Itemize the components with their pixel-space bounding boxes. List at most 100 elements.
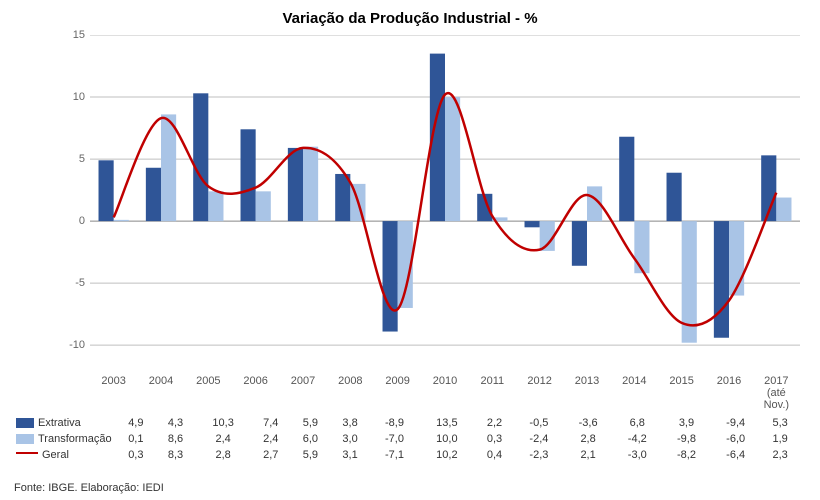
bar <box>161 114 176 221</box>
data-table: Extrativa4,94,310,37,45,93,8-8,913,52,2-… <box>10 415 800 463</box>
bar <box>288 148 303 221</box>
chart-area <box>90 35 800 370</box>
bar <box>445 97 460 221</box>
y-tick-label: 0 <box>79 215 85 227</box>
x-tick-label: 2007 <box>279 375 327 387</box>
bar <box>241 129 256 221</box>
table-row: Extrativa4,94,310,37,45,93,8-8,913,52,2-… <box>10 415 800 431</box>
x-tick-label: 2017 (até Nov.) <box>752 375 800 411</box>
x-tick-label: 2003 <box>90 375 138 387</box>
data-cell: 10,3 <box>195 415 251 431</box>
data-cell: -2,3 <box>514 447 563 463</box>
y-tick-label: 5 <box>79 153 85 165</box>
data-cell: -7,1 <box>370 447 419 463</box>
data-cell: -4,2 <box>613 431 662 447</box>
x-tick-label: 2013 <box>563 375 611 387</box>
data-cell: 5,9 <box>291 415 331 431</box>
data-cell: 0,3 <box>116 447 156 463</box>
data-cell: 7,4 <box>251 415 291 431</box>
data-cell: 13,5 <box>419 415 475 431</box>
x-axis-labels: 2003200420052006200720082009201020112012… <box>90 375 800 415</box>
legend-label: Transformação <box>38 433 112 445</box>
bar <box>193 93 208 221</box>
bar <box>714 221 729 338</box>
source-text: Fonte: IBGE. Elaboração: IEDI <box>14 482 164 494</box>
x-tick-label: 2015 <box>658 375 706 387</box>
data-cell: 4,3 <box>156 415 196 431</box>
bar <box>208 191 223 221</box>
bar <box>729 221 744 295</box>
data-cell: 2,8 <box>564 431 613 447</box>
y-tick-label: -5 <box>75 277 85 289</box>
table-row: Transformação0,18,62,42,46,03,0-7,010,00… <box>10 431 800 447</box>
x-tick-label: 2008 <box>326 375 374 387</box>
bar <box>634 221 649 273</box>
data-cell: 2,3 <box>760 447 800 463</box>
data-cell: -8,2 <box>662 447 711 463</box>
data-cell: 0,1 <box>116 431 156 447</box>
y-axis-labels: -10-5051015 <box>50 35 85 370</box>
y-tick-label: -10 <box>69 339 85 351</box>
data-cell: 3,0 <box>330 431 370 447</box>
data-cell: 2,4 <box>251 431 291 447</box>
data-cell: -6,0 <box>711 431 760 447</box>
bar <box>776 198 791 222</box>
x-tick-label: 2005 <box>184 375 232 387</box>
data-cell: -7,0 <box>370 431 419 447</box>
x-tick-label: 2016 <box>705 375 753 387</box>
legend-label: Extrativa <box>38 417 81 429</box>
data-cell: -9,4 <box>711 415 760 431</box>
legend-cell: Extrativa <box>10 415 116 431</box>
x-tick-label: 2006 <box>232 375 280 387</box>
data-cell: -8,9 <box>370 415 419 431</box>
data-cell: 10,0 <box>419 431 475 447</box>
data-cell: -2,4 <box>514 431 563 447</box>
x-tick-label: 2009 <box>374 375 422 387</box>
data-cell: 2,4 <box>195 431 251 447</box>
legend-swatch-line <box>16 452 38 454</box>
data-cell: -9,8 <box>662 431 711 447</box>
data-cell: 6,0 <box>291 431 331 447</box>
data-cell: 5,9 <box>291 447 331 463</box>
bar <box>572 221 587 266</box>
data-cell: 2,2 <box>475 415 515 431</box>
data-cell: 4,9 <box>116 415 156 431</box>
data-cell: -6,4 <box>711 447 760 463</box>
chart-svg <box>90 35 800 370</box>
data-cell: 2,1 <box>564 447 613 463</box>
data-cell: 2,8 <box>195 447 251 463</box>
x-tick-label: 2012 <box>516 375 564 387</box>
bar <box>303 147 318 221</box>
data-cell: 8,3 <box>156 447 196 463</box>
x-tick-label: 2004 <box>137 375 185 387</box>
x-tick-label: 2014 <box>610 375 658 387</box>
bar <box>99 160 114 221</box>
legend-cell: Transformação <box>10 431 116 447</box>
bar <box>619 137 634 221</box>
data-cell: 8,6 <box>156 431 196 447</box>
data-cell: 2,7 <box>251 447 291 463</box>
data-cell: -3,6 <box>564 415 613 431</box>
data-cell: -0,5 <box>514 415 563 431</box>
data-cell: -3,0 <box>613 447 662 463</box>
bar <box>256 191 271 221</box>
bar <box>114 220 129 221</box>
bar <box>383 221 398 331</box>
table-row: Geral0,38,32,82,75,93,1-7,110,20,4-2,32,… <box>10 447 800 463</box>
x-tick-label: 2010 <box>421 375 469 387</box>
data-cell: 5,3 <box>760 415 800 431</box>
bar <box>146 168 161 221</box>
data-cell: 10,2 <box>419 447 475 463</box>
bar <box>667 173 682 221</box>
legend-swatch-bar <box>16 418 34 428</box>
bar <box>525 221 540 227</box>
legend-cell: Geral <box>10 447 116 463</box>
data-cell: 0,3 <box>475 431 515 447</box>
x-tick-label: 2011 <box>468 375 516 387</box>
data-cell: 3,1 <box>330 447 370 463</box>
data-cell: 1,9 <box>760 431 800 447</box>
data-cell: 0,4 <box>475 447 515 463</box>
data-cell: 6,8 <box>613 415 662 431</box>
y-tick-label: 10 <box>73 91 85 103</box>
data-cell: 3,9 <box>662 415 711 431</box>
